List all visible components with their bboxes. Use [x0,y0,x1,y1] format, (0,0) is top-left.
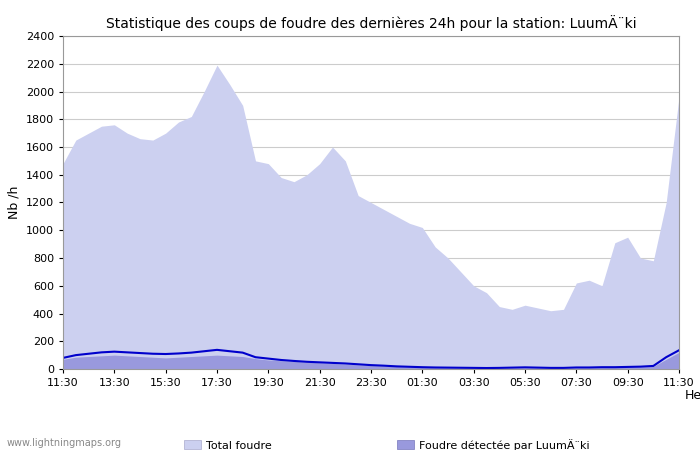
X-axis label: Heure: Heure [685,389,700,402]
Text: www.lightningmaps.org: www.lightningmaps.org [7,438,122,448]
Legend: Total foudre, Moyenne de toutes les stations, Foudre détectée par LuumÄ¨ki: Total foudre, Moyenne de toutes les stat… [179,434,594,450]
Y-axis label: Nb /h: Nb /h [7,186,20,219]
Title: Statistique des coups de foudre des dernières 24h pour la station: LuumÄ¨ki: Statistique des coups de foudre des dern… [106,15,636,31]
